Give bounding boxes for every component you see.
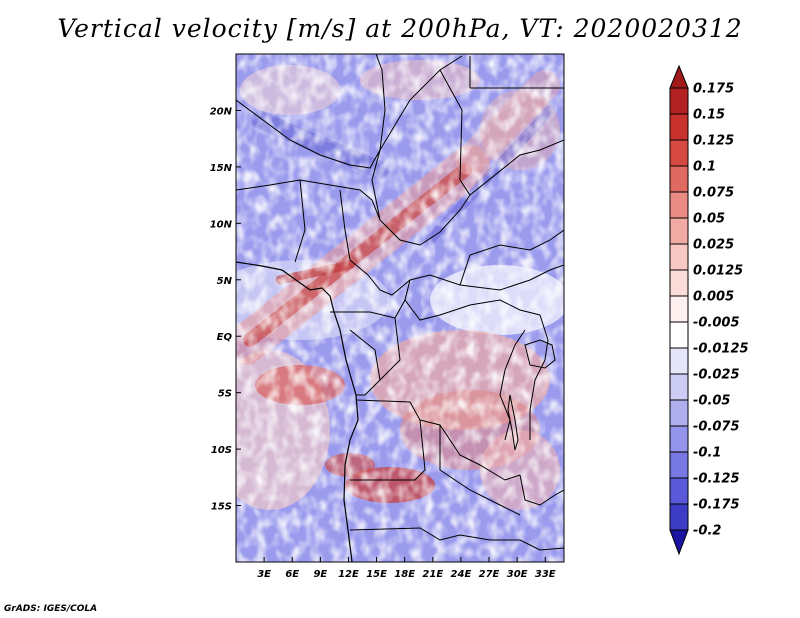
colorbar-swatch [669, 399, 689, 427]
colorbar-label: -0.1 [693, 446, 721, 461]
colorbar-label: 0.05 [693, 212, 725, 227]
colorbar-swatch [669, 243, 689, 271]
colorbar-swatch [669, 87, 689, 115]
colorbar-label: 0.0125 [693, 264, 743, 279]
colorbar-swatch [669, 373, 689, 401]
lat-tick-label: 15N [210, 163, 233, 174]
colorbar-top-arrow [669, 64, 689, 89]
credit-label: GrADS: IGES/COLA [4, 604, 98, 614]
lat-tick-label: 10S [211, 445, 232, 456]
colorbar-label: 0.075 [693, 186, 734, 201]
latitude-axis: 20N 15N 10N 5N EQ 5S 10S 15S [210, 106, 241, 513]
colorbar-swatch [669, 217, 689, 245]
country-boundaries [236, 54, 564, 562]
colorbar-label: -0.125 [693, 472, 740, 487]
colorbar-bottom-arrow [669, 529, 689, 556]
lat-tick-label: 10N [210, 219, 233, 230]
lon-tick-label: 27E [479, 569, 500, 580]
colorbar-swatch [669, 191, 689, 219]
colorbar-swatch [669, 347, 689, 375]
colorbar-swatch [669, 295, 689, 323]
map-frame [235, 53, 565, 563]
lat-tick-label: 20N [210, 106, 233, 117]
lat-tick-label: 5S [218, 389, 232, 400]
lon-tick-label: 30E [507, 569, 528, 580]
colorbar-label: -0.075 [693, 420, 740, 435]
colorbar-label: -0.2 [693, 524, 721, 539]
lon-tick-label: 12E [338, 569, 359, 580]
lon-tick-label: 33E [535, 569, 556, 580]
colorbar-swatch [669, 113, 689, 141]
colorbar-swatch [669, 451, 689, 479]
lon-tick-label: 21E [422, 569, 443, 580]
colorbar-label: -0.0125 [693, 342, 749, 357]
map-panel [235, 53, 565, 563]
colorbar-swatch [669, 165, 689, 193]
lon-tick-label: 9E [313, 569, 327, 580]
colorbar-swatch [669, 503, 689, 531]
colorbar-label: -0.005 [693, 316, 740, 331]
colorbar-label: -0.025 [693, 368, 740, 383]
lon-tick-label: 6E [285, 569, 299, 580]
colorbar-label: 0.125 [693, 134, 734, 149]
lon-tick-label: 24E [451, 569, 472, 580]
lon-tick-label: 18E [394, 569, 415, 580]
colorbar-swatch [669, 269, 689, 297]
colorbar-swatch [669, 321, 689, 349]
colorbar-label: 0.1 [693, 160, 716, 175]
colorbar-label: 0.15 [693, 108, 725, 123]
longitude-axis: 3E 6E 9E 12E 15E 18E 21E 24E 27E 30E 33E [257, 557, 556, 580]
colorbar-label: 0.005 [693, 290, 734, 305]
lat-tick-label: 5N [217, 276, 233, 287]
lat-tick-label: EQ [217, 332, 233, 343]
colorbar-swatch [669, 425, 689, 453]
lon-tick-label: 15E [366, 569, 387, 580]
colorbar-swatch [669, 477, 689, 505]
lon-tick-label: 3E [257, 569, 271, 580]
colorbar-label: 0.175 [693, 82, 734, 97]
colorbar-label: 0.025 [693, 238, 734, 253]
colorbar: 0.175 0.15 0.125 0.1 0.075 0.05 0.025 0.0125 0.0… [669, 64, 749, 556]
lat-tick-label: 15S [211, 502, 232, 513]
colorbar-label: -0.175 [693, 498, 740, 513]
colorbar-swatch [669, 139, 689, 167]
colorbar-label: -0.05 [693, 394, 730, 409]
chart-title: Vertical velocity [m/s] at 200hPa, VT: 2… [57, 14, 743, 43]
